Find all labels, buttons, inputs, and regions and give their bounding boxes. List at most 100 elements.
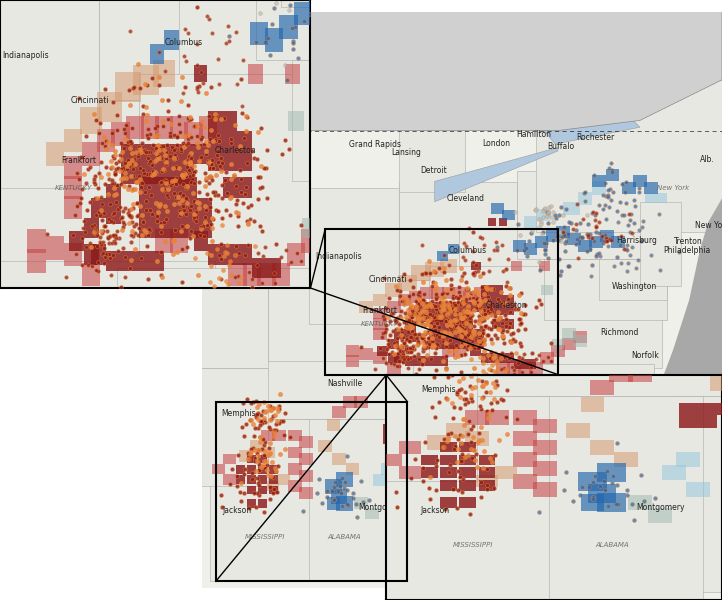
Bar xyxy=(238,178,252,197)
Point xyxy=(409,396,420,406)
Point xyxy=(137,109,149,119)
Point xyxy=(139,146,150,156)
Bar xyxy=(178,352,194,372)
Point xyxy=(84,238,95,248)
Bar xyxy=(141,116,159,139)
Bar xyxy=(27,464,45,487)
Point xyxy=(422,327,434,337)
Point xyxy=(171,133,183,142)
Point xyxy=(238,398,249,408)
Bar xyxy=(513,452,537,467)
Point xyxy=(394,344,406,354)
Point xyxy=(411,340,422,350)
Point xyxy=(200,146,212,156)
Bar xyxy=(135,251,149,271)
Bar xyxy=(513,474,537,488)
Point xyxy=(406,311,417,321)
Bar xyxy=(106,251,121,271)
Point xyxy=(497,334,509,343)
Point xyxy=(591,227,602,236)
Bar xyxy=(331,203,349,226)
Point xyxy=(462,313,474,323)
Point xyxy=(118,217,129,227)
Point xyxy=(352,512,363,522)
Point xyxy=(470,260,482,270)
Bar xyxy=(288,446,302,458)
Point xyxy=(438,288,449,298)
Point xyxy=(90,171,101,181)
Point xyxy=(290,22,301,32)
Bar xyxy=(193,231,208,251)
Point xyxy=(457,311,469,321)
Point xyxy=(505,336,516,346)
Point xyxy=(542,208,554,218)
Point xyxy=(174,211,186,220)
Point xyxy=(146,170,157,179)
Polygon shape xyxy=(202,0,722,131)
Point xyxy=(126,138,137,148)
Point xyxy=(153,145,165,155)
Point xyxy=(159,175,170,184)
Point xyxy=(464,509,476,518)
Point xyxy=(380,358,392,368)
Point xyxy=(483,301,495,310)
Point xyxy=(137,216,149,226)
Point xyxy=(457,293,469,302)
Bar xyxy=(80,107,103,134)
Bar xyxy=(440,329,451,339)
Point xyxy=(103,232,114,242)
Point xyxy=(444,306,456,316)
Point xyxy=(94,210,105,220)
Point xyxy=(454,291,466,301)
Point xyxy=(160,215,172,224)
Point xyxy=(266,20,277,29)
Point xyxy=(519,373,531,383)
Point xyxy=(457,414,469,424)
Point xyxy=(541,238,552,247)
Point xyxy=(230,207,241,217)
Point xyxy=(150,148,162,158)
Point xyxy=(149,148,161,157)
Point xyxy=(542,207,554,217)
Point xyxy=(508,370,520,379)
Point xyxy=(251,488,263,498)
Bar xyxy=(82,263,100,286)
Point xyxy=(477,381,489,391)
Point xyxy=(142,153,154,163)
Point xyxy=(417,313,429,323)
Point xyxy=(406,343,417,352)
Point xyxy=(117,206,129,215)
Point xyxy=(159,202,170,211)
Point xyxy=(438,304,450,313)
Point xyxy=(267,411,279,421)
Point xyxy=(443,299,454,309)
Bar xyxy=(285,64,300,84)
Bar xyxy=(45,236,64,260)
Point xyxy=(514,230,526,240)
Point xyxy=(390,341,401,351)
Point xyxy=(633,225,645,235)
Point xyxy=(616,210,627,220)
Point xyxy=(431,340,443,349)
Point xyxy=(118,182,129,191)
Point xyxy=(440,337,452,347)
Point xyxy=(466,288,477,298)
Point xyxy=(184,157,196,167)
Point xyxy=(399,308,410,318)
Point xyxy=(461,303,472,313)
Point xyxy=(440,364,452,374)
Point xyxy=(182,100,193,110)
Point xyxy=(122,137,134,146)
Point xyxy=(329,494,340,503)
Point xyxy=(136,138,148,148)
Bar xyxy=(717,288,722,301)
Point xyxy=(433,332,445,342)
Point xyxy=(269,463,281,472)
Bar xyxy=(628,368,653,382)
Bar xyxy=(578,472,607,491)
Point xyxy=(416,337,427,347)
Text: Memphis: Memphis xyxy=(421,385,456,394)
Point xyxy=(265,414,277,424)
Point xyxy=(466,371,477,380)
Bar xyxy=(401,403,414,415)
